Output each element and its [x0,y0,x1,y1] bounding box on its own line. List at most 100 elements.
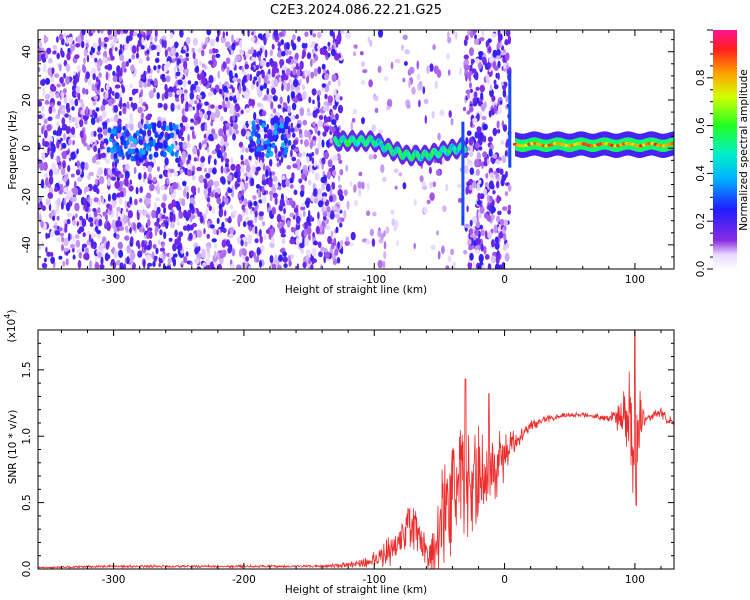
spectrogram-noise-cell [287,94,290,104]
spectrogram-noise-cell [464,223,470,229]
spectrogram-noise-cell [490,157,494,163]
spectrogram-noise-cell [498,230,504,239]
spectrogram-noise-cell [271,43,275,50]
spectrogram-noise-cell [322,106,328,112]
spectrogram-noise-cell [184,107,189,112]
spectrogram-noise-cell [234,180,238,190]
spectrogram-noise-cell [235,163,241,172]
spectrogram-noise-cell [46,251,52,257]
spectrogram-noise-cell [331,119,337,125]
spectrogram-noise-cell [326,170,331,180]
spectrogram-noise-cell [290,122,294,128]
spectrogram-noise-cell [253,252,256,260]
spectrogram-noise-cell [191,214,196,220]
spectrogram-noise-cell [164,157,169,166]
spectrogram-noise-cell [500,140,505,145]
spectrogram-noise-cell [386,106,391,111]
spectrogram-noise-cell [106,56,111,62]
spectrogram-cluster-cell [130,148,135,155]
spectrogram-noise-cell [497,210,502,216]
spectrogram-noise-cell [75,123,80,129]
spectrogram-noise-cell [227,217,232,224]
spectrogram-noise-cell [413,242,416,250]
spectrogram-noise-cell [85,39,90,44]
spectrogram-noise-cell [235,105,241,112]
spectrogram-cluster-cell [162,124,167,131]
spectrogram-noise-cell [250,251,254,256]
spectrogram-noise-cell [160,202,166,208]
spectrogram-noise-cell [52,107,56,113]
spectrogram-noise-cell [220,208,224,217]
x-tick-label: -100 [362,574,386,586]
spectrogram-noise-cell [241,248,246,255]
spectrogram-noise-cell [38,48,42,57]
spectrogram-noise-cell [290,91,296,99]
spectrogram-noise-cell [258,76,261,85]
spectrogram-noise-cell [351,117,356,123]
spectrogram-noise-cell [505,95,509,103]
spectrogram-noise-cell [174,41,179,49]
spectrogram-noise-cell [277,104,282,109]
spectrogram-noise-cell [323,101,329,107]
spectrogram-noise-cell [165,220,169,229]
spectrogram-noise-cell [118,225,124,232]
spectrogram-noise-cell [126,101,130,109]
spectrogram-noise-cell [225,158,230,164]
spectrogram-noise-cell [269,194,273,202]
spectrogram-noise-cell [187,80,192,85]
spectrogram-noise-cell [335,226,339,233]
spectrogram-noise-cell [360,80,366,85]
spectrogram-noise-cell [198,142,202,150]
spectrogram-noise-cell [317,130,321,136]
spectrogram-noise-cell [72,254,76,260]
spectrogram-noise-cell [174,238,179,246]
spectrogram-noise-cell [478,253,484,263]
spectrogram-noise-cell [193,120,199,126]
spectrogram-noise-cell [442,205,447,213]
spectrogram-noise-cell [76,248,81,254]
spectrogram-noise-cell [496,195,501,204]
spectrogram-noise-cell [292,139,299,145]
spectrogram-noise-cell [159,212,163,222]
spectrogram-noise-cell [167,51,171,57]
spectrogram-cluster-cell [109,147,114,154]
spectrogram-noise-cell [183,68,189,75]
spectrogram-noise-cell [327,159,333,168]
spectrogram-noise-cell [305,42,308,49]
spectrogram-noise-cell [327,235,332,245]
spectrogram-noise-cell [129,264,133,269]
spectrogram-noise-cell [68,138,72,146]
spectrogram-noise-cell [394,219,399,229]
spectrogram-noise-cell [146,56,150,62]
spectrogram-noise-cell [337,241,340,250]
spectrogram-noise-cell [291,172,295,180]
spectrogram-cluster-cell [251,124,256,131]
spectrogram-noise-cell [207,156,211,165]
spectrogram-noise-cell [172,85,177,94]
y-tick-label: 20 [21,93,33,106]
spectrogram-noise-cell [280,74,285,83]
spectrogram-cluster-cell [153,151,158,158]
spectrogram-cluster-cell [119,148,124,155]
x-tick-label: 0 [501,274,508,286]
spectrogram-noise-cell [242,85,247,92]
spectrogram-noise-cell [309,164,313,174]
x-tick-label: -100 [362,274,386,286]
spectrogram-noise-cell [468,136,474,146]
spectrogram-noise-cell [408,79,411,89]
spectrogram-noise-cell [471,68,477,74]
spectrogram-cluster-cell [122,139,127,146]
spectrogram-noise-cell [307,107,310,114]
spectrogram-noise-cell [330,244,335,250]
spectrogram-noise-cell [140,118,144,125]
spectrogram-noise-cell [96,83,100,91]
spectrogram-noise-cell [66,212,73,217]
spectrogram-noise-cell [505,52,510,61]
spectrogram-noise-cell [309,30,313,36]
spectrogram-noise-cell [497,30,501,38]
spectrogram-noise-cell [213,180,220,188]
spectrogram-noise-cell [139,186,143,194]
spectrogram-noise-cell [100,87,104,93]
spectrogram-noise-cell [243,198,248,207]
